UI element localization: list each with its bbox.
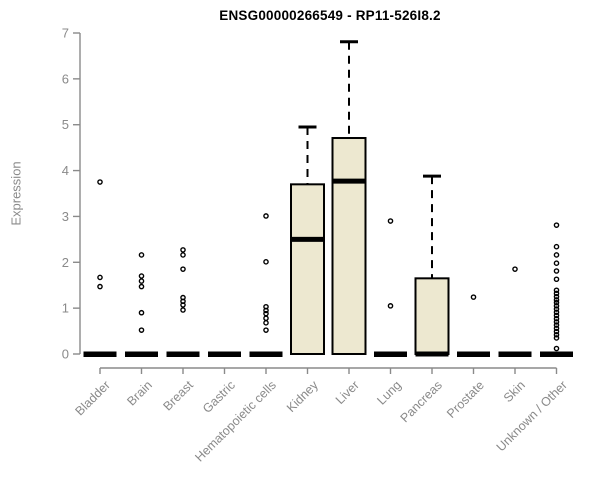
outlier-point	[553, 260, 560, 267]
median-bar	[83, 351, 117, 357]
outlier-point	[553, 345, 560, 352]
y-tick-label: 2	[62, 255, 69, 270]
box	[414, 277, 450, 356]
outlier-point	[553, 297, 560, 303]
outlier-point	[263, 310, 269, 317]
box	[290, 183, 325, 355]
y-tick-label: 7	[62, 26, 69, 41]
outlier-point	[387, 303, 394, 309]
median-bar	[540, 351, 573, 357]
outlier-point	[138, 283, 145, 290]
y-tick-label: 0	[62, 347, 69, 362]
median-bar	[498, 351, 532, 357]
outlier-point	[553, 315, 560, 322]
y-tick-label: 3	[62, 209, 69, 224]
outlier-point	[553, 252, 560, 258]
y-tick-label: 5	[62, 117, 69, 132]
outlier-point	[263, 259, 269, 265]
outlier-point	[97, 283, 103, 290]
outlier-point	[553, 312, 560, 319]
outlier-point	[553, 287, 560, 294]
outlier-point	[263, 303, 269, 310]
outlier-point	[553, 303, 560, 309]
median-bar	[457, 351, 490, 357]
outlier-point	[553, 268, 560, 274]
outlier-point	[553, 309, 560, 316]
outlier-point	[553, 299, 560, 306]
outlier-point	[180, 266, 186, 272]
outlier-point	[470, 294, 477, 300]
outlier-point	[138, 252, 145, 258]
outlier-point	[553, 322, 560, 328]
outlier-point	[512, 266, 518, 272]
outlier-point	[387, 218, 394, 224]
y-tick-label: 4	[62, 163, 69, 178]
outlier-point	[553, 306, 560, 312]
outlier-point	[553, 319, 560, 325]
outlier-point	[180, 247, 186, 253]
outlier-point	[138, 309, 145, 316]
median-bar	[249, 351, 283, 357]
chart-title: ENSG00000266549 - RP11-526I8.2	[219, 8, 441, 23]
outlier-point	[138, 273, 145, 279]
outlier-point	[553, 293, 560, 300]
outlier-point	[138, 278, 145, 284]
outlier-point	[553, 222, 560, 228]
median-line	[332, 178, 366, 184]
outlier-point	[553, 335, 560, 341]
median-line	[291, 236, 324, 242]
outlier-point	[553, 290, 560, 297]
outlier-point	[180, 307, 186, 313]
median-bar	[166, 351, 200, 357]
outlier-point	[553, 276, 560, 283]
y-tick-label: 1	[62, 301, 69, 316]
outlier-point	[553, 331, 560, 338]
y-tick-label: 6	[62, 71, 69, 86]
outlier-point	[97, 274, 103, 281]
outlier-point	[553, 243, 560, 250]
outlier-point	[263, 320, 269, 326]
median-bar	[208, 351, 241, 357]
outlier-point	[180, 294, 186, 301]
median-line	[415, 351, 449, 357]
outlier-point	[138, 327, 145, 333]
outlier-point	[180, 252, 186, 258]
outlier-point	[553, 328, 560, 335]
box	[331, 137, 367, 355]
median-bar	[374, 351, 407, 357]
outlier-point	[97, 179, 103, 185]
outlier-point	[263, 213, 269, 219]
outlier-point	[263, 327, 269, 333]
median-bar	[125, 351, 158, 357]
outlier-point	[263, 315, 269, 322]
outlier-point	[553, 325, 560, 332]
